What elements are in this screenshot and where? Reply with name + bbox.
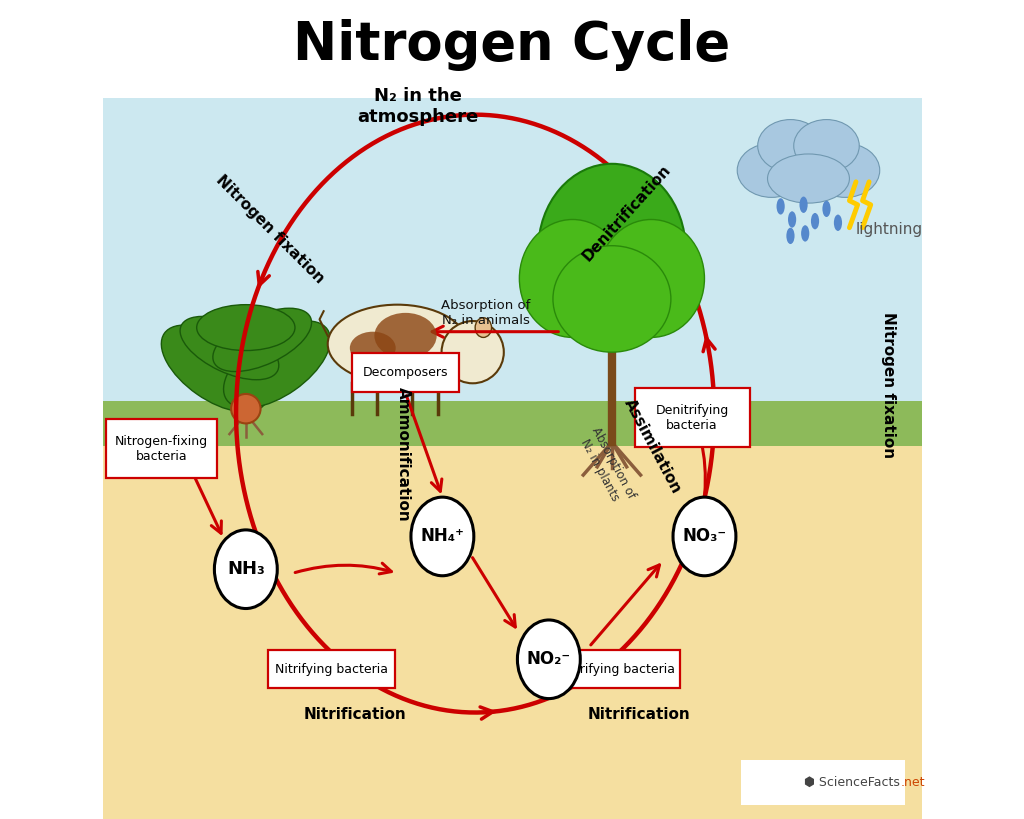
Ellipse shape xyxy=(761,129,856,198)
Bar xyxy=(102,0,922,98)
Ellipse shape xyxy=(539,164,686,336)
Ellipse shape xyxy=(822,201,830,217)
Text: NH₄⁺: NH₄⁺ xyxy=(421,527,464,545)
Text: ⬢ ScienceFacts: ⬢ ScienceFacts xyxy=(804,776,900,789)
Ellipse shape xyxy=(598,219,705,337)
Ellipse shape xyxy=(786,228,795,244)
Text: Nitrification: Nitrification xyxy=(303,707,407,722)
Bar xyxy=(557,650,680,688)
Text: Denitrification: Denitrification xyxy=(580,162,674,264)
Ellipse shape xyxy=(214,530,278,609)
Text: Nitrifying bacteria: Nitrifying bacteria xyxy=(275,663,388,676)
Ellipse shape xyxy=(162,325,268,412)
Ellipse shape xyxy=(375,313,436,359)
Ellipse shape xyxy=(517,620,581,699)
Ellipse shape xyxy=(768,154,850,203)
Ellipse shape xyxy=(213,308,311,372)
Text: Nitrogen-fixing
bacteria: Nitrogen-fixing bacteria xyxy=(115,435,208,463)
Ellipse shape xyxy=(553,246,671,352)
Text: Decomposers: Decomposers xyxy=(362,366,449,379)
Ellipse shape xyxy=(834,215,842,231)
Ellipse shape xyxy=(223,321,331,408)
Text: Absorption of
N₂ in plants: Absorption of N₂ in plants xyxy=(575,425,637,509)
Text: Nitrifying bacteria: Nitrifying bacteria xyxy=(562,663,675,676)
Text: Assimilation: Assimilation xyxy=(622,396,684,496)
Text: Nitrogen Cycle: Nitrogen Cycle xyxy=(294,19,730,71)
Ellipse shape xyxy=(776,198,784,215)
Text: Denitrifying
bacteria: Denitrifying bacteria xyxy=(655,404,729,432)
Bar xyxy=(741,760,905,804)
Bar xyxy=(102,98,922,401)
Ellipse shape xyxy=(811,143,880,197)
Ellipse shape xyxy=(441,321,504,383)
Ellipse shape xyxy=(411,497,474,576)
Ellipse shape xyxy=(758,120,823,172)
Bar xyxy=(102,401,922,446)
Ellipse shape xyxy=(328,305,467,383)
Ellipse shape xyxy=(519,219,626,337)
Bar xyxy=(352,353,459,392)
Ellipse shape xyxy=(811,213,819,229)
Ellipse shape xyxy=(231,394,260,423)
Text: .net: .net xyxy=(901,776,926,789)
Bar xyxy=(268,650,395,688)
Text: Ammonification: Ammonification xyxy=(396,387,412,522)
Bar xyxy=(635,388,750,447)
Ellipse shape xyxy=(475,318,492,337)
Text: NH₃: NH₃ xyxy=(227,560,264,578)
Ellipse shape xyxy=(350,332,395,364)
Ellipse shape xyxy=(788,211,797,228)
Text: N₂ in the
atmosphere: N₂ in the atmosphere xyxy=(357,87,478,126)
Text: Nitrification: Nitrification xyxy=(588,707,690,722)
Text: Nitrogen fixation: Nitrogen fixation xyxy=(213,172,328,287)
Bar xyxy=(102,442,922,819)
Ellipse shape xyxy=(197,305,295,351)
Text: NO₃⁻: NO₃⁻ xyxy=(682,527,726,545)
Ellipse shape xyxy=(801,225,809,242)
Text: lightning: lightning xyxy=(855,222,923,237)
Ellipse shape xyxy=(180,316,279,380)
Text: Absorption of
N₂ in animals: Absorption of N₂ in animals xyxy=(441,299,530,327)
Ellipse shape xyxy=(737,143,806,197)
Text: NO₂⁻: NO₂⁻ xyxy=(526,650,571,668)
Ellipse shape xyxy=(794,120,859,172)
Bar xyxy=(106,419,217,478)
Ellipse shape xyxy=(800,197,808,213)
Ellipse shape xyxy=(673,497,736,576)
Text: Nitrogen fixation: Nitrogen fixation xyxy=(882,312,896,458)
